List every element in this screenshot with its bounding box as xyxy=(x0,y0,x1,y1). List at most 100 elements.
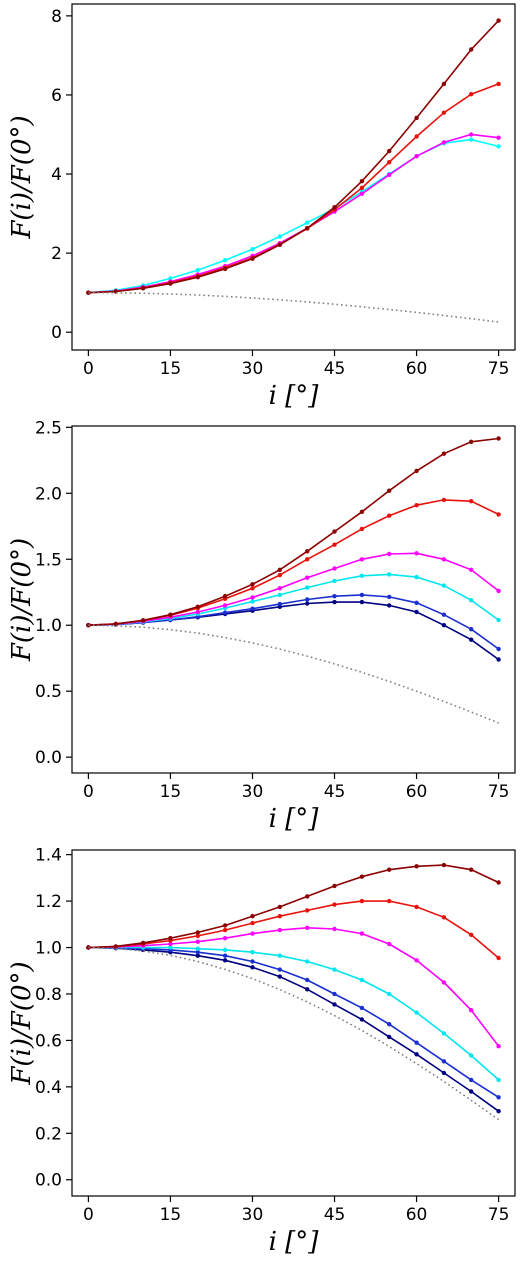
data-point xyxy=(387,991,392,997)
data-point xyxy=(414,574,419,580)
axes-frame xyxy=(71,849,516,1197)
data-point xyxy=(222,936,228,941)
data-point xyxy=(277,234,282,239)
data-point xyxy=(469,132,474,137)
data-point xyxy=(414,1040,419,1045)
data-point xyxy=(387,941,392,947)
data-point xyxy=(305,601,310,606)
data-point xyxy=(496,18,501,23)
series-line-5 xyxy=(88,291,499,323)
data-point xyxy=(332,578,337,584)
data-point xyxy=(469,932,474,937)
data-point xyxy=(387,1021,392,1027)
data-point xyxy=(441,1070,447,1076)
x-tick-label: 75 xyxy=(488,782,510,802)
data-point xyxy=(496,1044,501,1049)
series-line-2 xyxy=(88,594,500,650)
x-tick-label: 30 xyxy=(242,782,264,802)
data-point xyxy=(332,926,337,932)
y-tick-label: 1.0 xyxy=(35,616,62,636)
data-point xyxy=(277,927,282,933)
x-tick-label: 60 xyxy=(406,782,428,802)
data-point xyxy=(250,950,255,955)
data-point xyxy=(140,618,146,623)
x-tick-label: 60 xyxy=(406,1205,428,1225)
series-line-2 xyxy=(88,133,499,294)
y-tick-label: 2.0 xyxy=(35,484,62,504)
data-point xyxy=(496,657,501,662)
data-point xyxy=(168,936,173,941)
data-point xyxy=(359,977,365,983)
y-tick-label: 6 xyxy=(51,86,62,106)
data-point xyxy=(305,220,310,225)
data-point xyxy=(250,582,255,587)
data-point xyxy=(469,1089,474,1094)
series-line-4 xyxy=(88,20,500,294)
data-point xyxy=(359,1017,365,1022)
data-point xyxy=(496,588,501,594)
data-point xyxy=(222,927,228,933)
axes-frame xyxy=(71,425,516,774)
data-point xyxy=(441,583,447,588)
y-tick-label: 0.2 xyxy=(35,1124,62,1144)
data-point xyxy=(195,275,200,280)
data-point xyxy=(332,967,337,972)
data-point xyxy=(469,1077,474,1083)
data-point xyxy=(277,601,282,607)
data-point xyxy=(222,603,228,608)
x-axis-label: i [°] xyxy=(269,381,320,411)
data-point xyxy=(113,621,119,627)
series-line-1 xyxy=(88,138,499,294)
data-point xyxy=(277,904,282,910)
data-point xyxy=(496,646,501,652)
data-point xyxy=(140,940,146,946)
y-tick-label: 0.0 xyxy=(35,748,62,768)
series-line-6 xyxy=(88,864,499,949)
data-point xyxy=(305,908,310,913)
data-point xyxy=(250,247,255,252)
data-point xyxy=(305,894,310,899)
data-point xyxy=(496,135,501,140)
series-line-3 xyxy=(88,573,500,626)
data-point xyxy=(387,594,392,600)
data-point xyxy=(359,179,365,184)
data-point xyxy=(305,557,310,562)
data-point xyxy=(496,880,501,885)
data-point xyxy=(305,987,310,992)
data-point xyxy=(332,883,337,889)
x-axis-label: i [°] xyxy=(269,1227,320,1257)
x-tick-label: 45 xyxy=(324,782,346,802)
data-point xyxy=(195,609,200,615)
y-tick-label: 8 xyxy=(51,7,62,27)
data-point xyxy=(359,599,365,605)
data-point xyxy=(469,1053,474,1058)
data-point xyxy=(168,276,173,281)
y-axis-label: F(i)/F(0°) xyxy=(7,961,37,1085)
data-point xyxy=(305,585,310,590)
data-point xyxy=(195,950,200,955)
y-tick-label: 0.8 xyxy=(35,985,62,1005)
y-tick-label: 0.6 xyxy=(35,1031,62,1051)
data-point xyxy=(277,914,282,919)
data-point xyxy=(305,226,310,231)
data-point xyxy=(305,575,310,580)
data-point xyxy=(359,557,365,562)
data-point xyxy=(332,205,337,210)
series-line-5 xyxy=(88,900,500,959)
data-point xyxy=(387,572,392,577)
x-tick-label: 75 xyxy=(488,359,510,379)
series-line-1 xyxy=(88,601,500,661)
data-point xyxy=(387,160,392,165)
data-point xyxy=(496,1109,501,1114)
data-point xyxy=(195,939,200,944)
data-point xyxy=(195,604,200,609)
data-point xyxy=(414,958,419,963)
data-point xyxy=(469,499,474,504)
data-point xyxy=(441,612,447,617)
data-point xyxy=(359,573,365,578)
data-point xyxy=(414,468,419,474)
data-point xyxy=(332,599,337,605)
data-point xyxy=(168,945,173,950)
data-point xyxy=(332,902,337,907)
data-point xyxy=(195,953,200,958)
